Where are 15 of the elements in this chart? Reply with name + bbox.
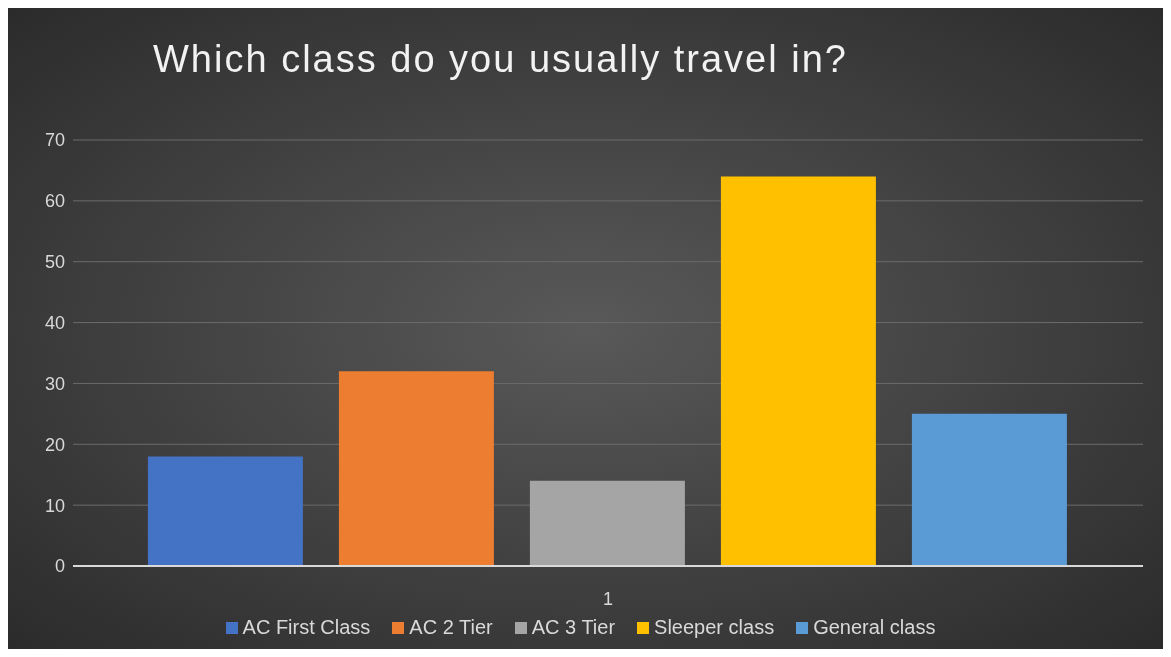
y-tick-label: 60 <box>44 191 65 212</box>
legend-label: AC 2 Tier <box>408 616 493 639</box>
y-tick-label: 10 <box>44 495 65 516</box>
legend-label: Sleeper class <box>653 616 775 639</box>
y-tick-label: 20 <box>44 434 65 455</box>
y-tick-label: 0 <box>54 556 65 577</box>
legend-label: AC 3 Tier <box>530 616 616 639</box>
legend-label: AC First Class <box>241 616 371 639</box>
y-tick-label: 40 <box>44 312 65 333</box>
chart-title: Which class do you usually travel in? <box>153 38 848 81</box>
legend-label: General class <box>812 616 936 639</box>
y-tick-label: 50 <box>44 252 65 273</box>
y-tick-label: 30 <box>44 373 65 394</box>
x-tick-label: 1 <box>602 588 614 609</box>
y-tick-label: 70 <box>44 130 65 151</box>
